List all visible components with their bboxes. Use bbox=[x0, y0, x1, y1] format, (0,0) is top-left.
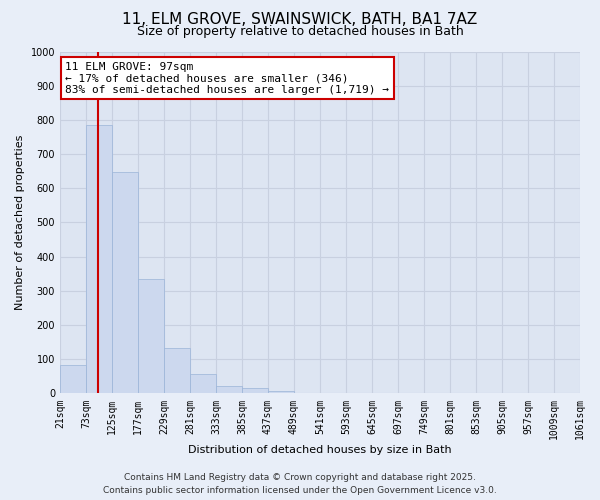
Bar bbox=[112, 172, 138, 394]
Bar bbox=[268, 391, 294, 394]
Bar bbox=[138, 279, 164, 394]
Bar bbox=[190, 374, 216, 394]
Bar bbox=[60, 365, 86, 394]
Y-axis label: Number of detached properties: Number of detached properties bbox=[15, 135, 25, 310]
Text: 11 ELM GROVE: 97sqm
← 17% of detached houses are smaller (346)
83% of semi-detac: 11 ELM GROVE: 97sqm ← 17% of detached ho… bbox=[65, 62, 389, 95]
Text: Size of property relative to detached houses in Bath: Size of property relative to detached ho… bbox=[137, 25, 463, 38]
Bar bbox=[294, 393, 320, 394]
Bar bbox=[216, 386, 242, 394]
Text: 11, ELM GROVE, SWAINSWICK, BATH, BA1 7AZ: 11, ELM GROVE, SWAINSWICK, BATH, BA1 7AZ bbox=[122, 12, 478, 28]
Bar bbox=[164, 348, 190, 394]
Text: Contains HM Land Registry data © Crown copyright and database right 2025.
Contai: Contains HM Land Registry data © Crown c… bbox=[103, 474, 497, 495]
X-axis label: Distribution of detached houses by size in Bath: Distribution of detached houses by size … bbox=[188, 445, 452, 455]
Bar bbox=[86, 126, 112, 394]
Bar bbox=[242, 388, 268, 394]
